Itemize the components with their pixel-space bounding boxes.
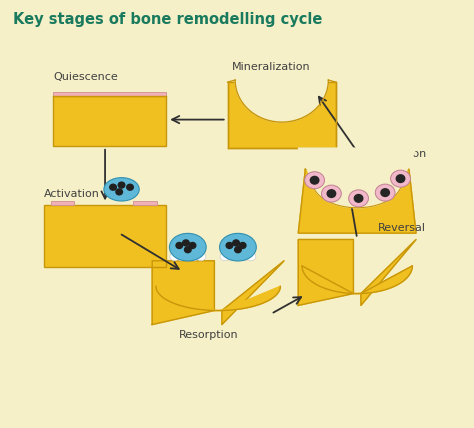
Circle shape — [235, 247, 241, 253]
Polygon shape — [298, 148, 416, 208]
Circle shape — [233, 252, 243, 261]
Circle shape — [189, 243, 196, 248]
Ellipse shape — [375, 184, 395, 201]
Circle shape — [355, 195, 363, 202]
Ellipse shape — [169, 233, 206, 261]
Circle shape — [239, 243, 246, 248]
Circle shape — [196, 252, 206, 261]
Circle shape — [220, 252, 229, 261]
Polygon shape — [222, 261, 284, 324]
Polygon shape — [302, 266, 412, 294]
Circle shape — [240, 252, 249, 261]
Bar — [53, 92, 166, 96]
Polygon shape — [298, 169, 416, 233]
Circle shape — [110, 184, 117, 190]
Circle shape — [127, 184, 133, 190]
Text: Mineralization: Mineralization — [232, 62, 311, 71]
Circle shape — [183, 252, 192, 261]
Circle shape — [246, 252, 256, 261]
Ellipse shape — [321, 185, 341, 202]
Text: Key stages of bone remodelling cycle: Key stages of bone remodelling cycle — [13, 12, 322, 27]
Bar — [44, 205, 166, 267]
Circle shape — [116, 189, 122, 195]
Ellipse shape — [391, 170, 410, 187]
Polygon shape — [152, 261, 214, 324]
Circle shape — [170, 252, 179, 261]
Text: Resorption: Resorption — [179, 330, 238, 340]
Circle shape — [226, 243, 233, 248]
Circle shape — [227, 252, 236, 261]
Circle shape — [310, 176, 319, 184]
Circle shape — [184, 247, 191, 253]
Polygon shape — [298, 240, 354, 306]
Circle shape — [381, 189, 390, 196]
Circle shape — [176, 252, 186, 261]
Bar — [53, 96, 166, 146]
Bar — [51, 201, 74, 205]
Text: Reversal: Reversal — [378, 223, 427, 233]
Circle shape — [190, 252, 199, 261]
Ellipse shape — [349, 190, 368, 207]
Circle shape — [176, 243, 182, 248]
Text: Activation: Activation — [44, 189, 100, 199]
Circle shape — [327, 190, 336, 197]
Bar — [133, 201, 157, 205]
Ellipse shape — [104, 178, 139, 201]
Circle shape — [396, 175, 405, 182]
Circle shape — [233, 240, 239, 246]
Text: Formation: Formation — [371, 149, 428, 159]
Bar — [228, 82, 336, 148]
Polygon shape — [156, 286, 280, 311]
Ellipse shape — [219, 233, 256, 261]
Circle shape — [118, 182, 125, 188]
Circle shape — [182, 240, 189, 246]
Polygon shape — [228, 56, 336, 122]
Ellipse shape — [305, 172, 325, 189]
Text: Quiescence: Quiescence — [53, 72, 118, 82]
Polygon shape — [361, 240, 416, 306]
